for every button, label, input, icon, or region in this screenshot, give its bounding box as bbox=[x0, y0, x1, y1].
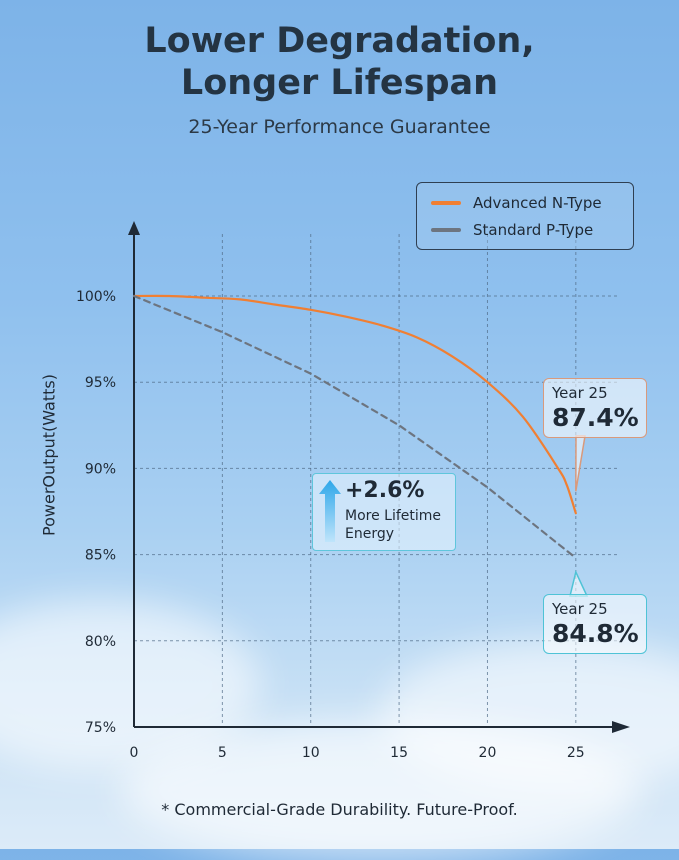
callout-p-type: Year 25 84.8% bbox=[543, 594, 647, 654]
legend-item-n-type: Advanced N-Type bbox=[431, 192, 602, 214]
gain-text: More Lifetime Energy bbox=[345, 508, 442, 542]
page-subtitle: 25-Year Performance Guarantee bbox=[188, 116, 491, 138]
y-axis-arrow bbox=[128, 221, 140, 235]
legend-swatch-p-type bbox=[431, 228, 461, 232]
x-axis-arrow bbox=[612, 721, 630, 733]
callout-n-type-pointer bbox=[575, 435, 586, 492]
x-tick-label-10: 10 bbox=[302, 745, 320, 761]
callout-p-type-pointer bbox=[569, 569, 589, 597]
y-tick-label-85: 85% bbox=[85, 548, 116, 564]
x-tick-label-5: 5 bbox=[218, 745, 227, 761]
callout-n-type-value: 87.4% bbox=[552, 403, 639, 432]
title-line-2: Longer Lifespan bbox=[180, 63, 499, 103]
title-line-1: Lower Degradation, bbox=[144, 21, 535, 61]
y-tick-label-75: 75% bbox=[85, 720, 116, 736]
legend-label-n-type: Advanced N-Type bbox=[473, 194, 602, 212]
chart-legend: Advanced N-Type Standard P-Type bbox=[416, 182, 634, 250]
x-tick-label-25: 25 bbox=[567, 745, 585, 761]
callout-n-type: Year 25 87.4% bbox=[543, 378, 647, 438]
page-title: Lower Degradation, Longer Lifespan bbox=[0, 20, 679, 104]
series-line-n-type bbox=[132, 294, 577, 515]
x-tick-label-0: 0 bbox=[130, 745, 139, 761]
callout-p-type-value: 84.8% bbox=[552, 619, 639, 648]
y-tick-label-95: 95% bbox=[85, 375, 116, 391]
series-line-p-type bbox=[132, 294, 577, 560]
footnote: * Commercial-Grade Durability. Future-Pr… bbox=[161, 800, 518, 819]
x-tick-label-20: 20 bbox=[479, 745, 497, 761]
y-tick-label-90: 90% bbox=[85, 461, 116, 477]
x-tick-label-15: 15 bbox=[390, 745, 408, 761]
callout-p-type-label: Year 25 bbox=[552, 600, 608, 618]
legend-label-p-type: Standard P-Type bbox=[473, 221, 594, 239]
gain-callout: +2.6% More Lifetime Energy bbox=[312, 473, 456, 551]
up-arrow-icon bbox=[319, 480, 341, 542]
legend-item-p-type: Standard P-Type bbox=[431, 219, 593, 241]
gain-value: +2.6% bbox=[345, 478, 425, 503]
y-tick-label-100: 100% bbox=[76, 289, 116, 305]
y-axis-label: PowerOutput(Watts) bbox=[39, 374, 59, 536]
callout-n-type-label: Year 25 bbox=[552, 384, 608, 402]
legend-swatch-n-type bbox=[431, 201, 461, 205]
y-tick-label-80: 80% bbox=[85, 634, 116, 650]
